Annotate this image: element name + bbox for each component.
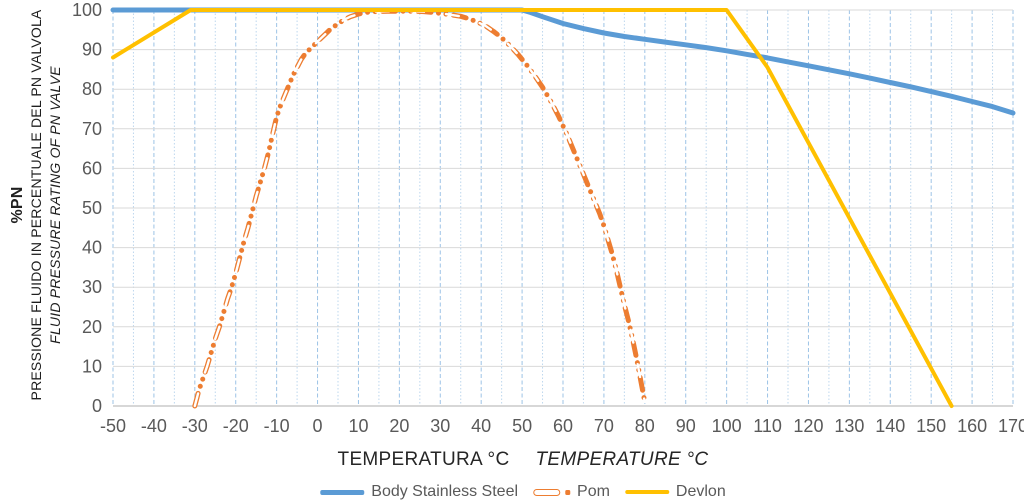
- y-axis-title-italian: PRESSIONE FLUIDO IN PERCENTUALE DEL PN V…: [28, 9, 44, 401]
- x-tick-label: 150: [916, 416, 946, 436]
- y-tick-label: 10: [82, 356, 102, 376]
- x-tick-label: 70: [594, 416, 614, 436]
- series-line-inner-pom: [193, 10, 646, 408]
- x-tick-label: 130: [834, 416, 864, 436]
- x-tick-label: 50: [512, 416, 532, 436]
- x-tick-label: 120: [793, 416, 823, 436]
- devlon-line-swatch: [624, 490, 669, 494]
- legend-item-pom: Pom: [533, 483, 610, 501]
- legend-label-body-stainless-steel: Body Stainless Steel: [371, 483, 519, 500]
- x-tick-label: 90: [676, 416, 696, 436]
- y-axis-title-english: FLUID PRESSURE RATING OF PN VALVE: [47, 66, 63, 344]
- pom-dot-swatch: [565, 489, 571, 495]
- x-axis-title-english: TEMPERATURE °C: [535, 449, 709, 470]
- x-tick-label: 80: [635, 416, 655, 436]
- series-line-devlon: [111, 8, 954, 408]
- body-stainless-steel-line-swatch: [320, 489, 365, 495]
- x-tick-label: 10: [348, 416, 368, 436]
- x-axis-title-italian: TEMPERATURA °C: [337, 449, 510, 470]
- x-tick-label: -30: [182, 416, 208, 436]
- y-tick-label: 30: [82, 277, 102, 297]
- x-tick-label: -10: [264, 416, 290, 436]
- legend-item-devlon: Devlon: [624, 483, 726, 501]
- y-axis-unit-label: %PN: [9, 186, 26, 224]
- legend-item-body-stainless-steel: Body Stainless Steel: [320, 483, 518, 501]
- x-tick-label: 100: [712, 416, 742, 436]
- x-tick-label: 20: [389, 416, 409, 436]
- x-tick-label: 40: [471, 416, 491, 436]
- x-tick-label: -20: [223, 416, 249, 436]
- y-tick-label: 90: [82, 40, 102, 60]
- y-tick-label: 100: [72, 0, 102, 20]
- y-axis-title: %PN PRESSIONE FLUIDO IN PERCENTUALE DEL …: [8, 0, 68, 415]
- y-tick-label: 70: [82, 119, 102, 139]
- y-tick-label: 80: [82, 79, 102, 99]
- legend-label-pom: Pom: [577, 483, 610, 500]
- chart-legend: Body Stainless Steel Pom Devlon: [320, 483, 726, 501]
- x-tick-label: 30: [430, 416, 450, 436]
- y-tick-label: 60: [82, 158, 102, 178]
- x-tick-label: -40: [141, 416, 167, 436]
- x-tick-label: 140: [875, 416, 905, 436]
- y-tick-label: 50: [82, 198, 102, 218]
- pom-dash-dot-swatch: [533, 488, 571, 496]
- x-tick-label: 110: [753, 416, 782, 436]
- y-tick-label: 20: [82, 317, 102, 337]
- x-tick-label: 170: [998, 416, 1024, 436]
- legend-label-devlon: Devlon: [675, 483, 726, 500]
- x-tick-label: 160: [957, 416, 987, 436]
- x-tick-label: -50: [100, 416, 126, 436]
- y-tick-label: 40: [82, 238, 102, 258]
- x-tick-label: 0: [313, 416, 323, 436]
- x-tick-label: 60: [553, 416, 573, 436]
- y-tick-label: 0: [92, 396, 102, 416]
- pom-dash-swatch: [533, 488, 561, 496]
- x-axis-title: TEMPERATURA °C TEMPERATURE °C: [338, 449, 709, 471]
- series-line-body-stainless-steel: [110, 7, 1016, 116]
